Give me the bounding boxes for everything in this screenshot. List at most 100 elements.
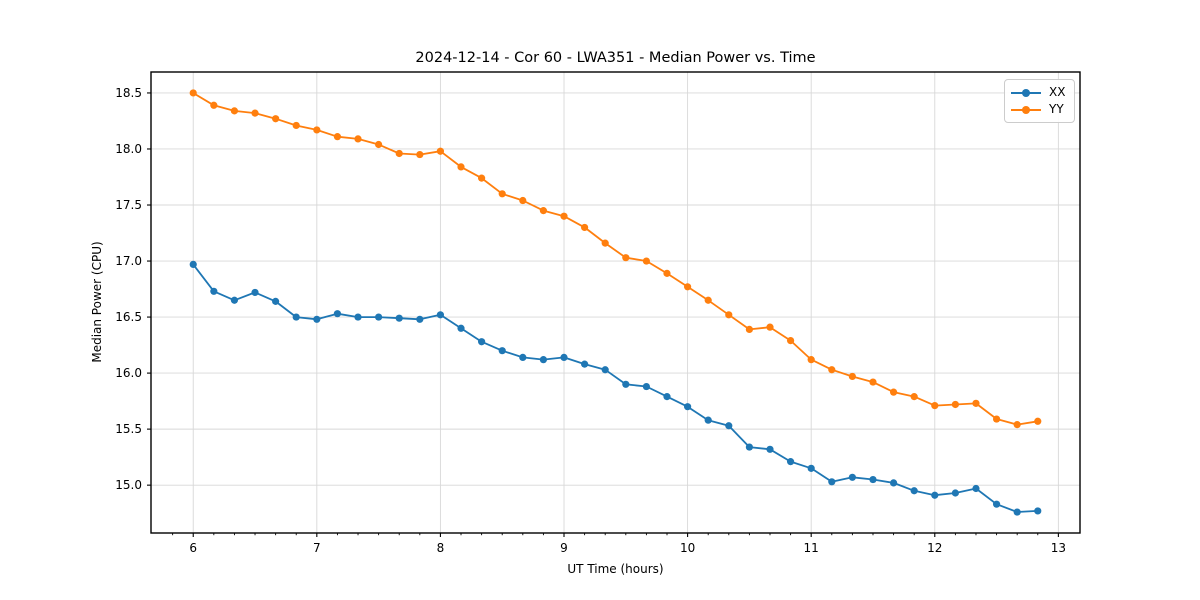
x-tick-label: 6 <box>189 541 197 555</box>
data-point-xx <box>807 464 815 472</box>
data-point-xx <box>786 458 795 466</box>
data-point-yy <box>642 257 651 265</box>
x-tick-label: 9 <box>560 541 568 555</box>
data-point-yy <box>828 366 836 374</box>
data-point-xx <box>210 287 218 295</box>
data-point-yy <box>663 269 671 277</box>
legend-line-marker-xx-icon <box>1011 84 1041 101</box>
data-point-xx <box>292 313 300 321</box>
data-point-xx <box>622 380 630 388</box>
data-point-xx <box>889 479 898 487</box>
data-point-xx <box>478 338 486 346</box>
data-point-yy <box>354 135 362 143</box>
data-point-xx <box>230 296 239 304</box>
data-point-yy <box>910 393 918 401</box>
x-tick-label: 7 <box>313 541 321 555</box>
data-point-yy <box>683 283 692 291</box>
y-tick-label: 15.0 <box>115 478 142 492</box>
data-point-xx <box>828 478 836 486</box>
data-point-xx <box>1034 507 1042 515</box>
x-tick-label: 11 <box>804 541 819 555</box>
plot-border <box>150 71 1081 534</box>
x-tick-label: 12 <box>927 541 942 555</box>
data-point-xx <box>848 473 856 481</box>
data-point-yy <box>436 147 445 155</box>
legend-dot-yy <box>1022 105 1030 114</box>
data-point-yy <box>230 107 239 115</box>
data-point-yy <box>889 388 898 396</box>
data-point-yy <box>601 239 609 247</box>
y-tick-label: 18.0 <box>115 142 142 156</box>
data-point-xx <box>910 487 918 495</box>
data-point-yy <box>1013 421 1021 429</box>
y-tick-label: 17.0 <box>115 254 142 268</box>
legend: XX YY <box>1004 79 1075 123</box>
data-point-xx <box>745 443 753 451</box>
series-line-xx <box>192 263 1039 513</box>
legend-label-yy: YY <box>1049 102 1064 116</box>
data-point-xx <box>519 353 527 362</box>
data-point-yy <box>189 89 197 97</box>
data-point-xx <box>869 475 877 484</box>
data-point-yy <box>333 133 342 141</box>
data-point-yy <box>725 311 733 319</box>
y-axis-label: Median Power (CPU) <box>90 241 104 363</box>
data-point-xx <box>704 416 712 424</box>
chart-title: 2024-12-14 - Cor 60 - LWA351 - Median Po… <box>415 50 816 66</box>
data-point-yy <box>292 121 300 130</box>
data-point-xx <box>498 347 506 355</box>
data-point-xx <box>333 310 342 318</box>
data-point-xx <box>416 315 424 323</box>
legend-dot-xx <box>1022 88 1030 97</box>
y-tick-label: 17.5 <box>115 198 142 212</box>
data-point-yy <box>766 323 774 331</box>
data-point-yy <box>498 190 506 198</box>
data-point-yy <box>622 254 630 262</box>
data-point-xx <box>683 403 692 411</box>
data-point-xx <box>395 314 403 322</box>
data-point-yy <box>395 149 403 158</box>
data-point-xx <box>601 366 609 374</box>
series-line-yy <box>192 92 1039 426</box>
data-point-yy <box>931 401 939 410</box>
x-tick-label: 8 <box>437 541 445 555</box>
data-point-xx <box>663 393 671 401</box>
data-point-yy <box>519 196 527 205</box>
data-point-yy <box>704 296 712 304</box>
data-point-xx <box>354 313 362 321</box>
data-point-yy <box>539 207 548 215</box>
data-point-xx <box>436 311 445 319</box>
legend-entry-yy: YY <box>1011 101 1068 118</box>
data-point-xx <box>972 484 980 493</box>
data-point-xx <box>951 489 959 497</box>
data-point-yy <box>210 101 218 109</box>
legend-label-xx: XX <box>1049 85 1066 99</box>
data-point-yy <box>375 140 383 149</box>
data-point-yy <box>1034 417 1042 425</box>
data-point-yy <box>251 109 259 117</box>
data-point-xx <box>457 324 465 332</box>
data-point-xx <box>725 422 733 430</box>
data-point-yy <box>581 223 589 232</box>
data-point-yy <box>786 336 795 345</box>
data-point-xx <box>313 315 321 323</box>
data-point-xx <box>642 382 651 391</box>
data-point-yy <box>972 399 980 407</box>
data-point-yy <box>745 325 753 333</box>
data-point-xx <box>766 445 774 453</box>
data-point-xx <box>992 500 1001 508</box>
data-point-xx <box>539 356 548 364</box>
data-point-xx <box>189 260 197 269</box>
data-point-yy <box>457 163 465 171</box>
data-point-yy <box>992 415 1001 423</box>
data-point-xx <box>272 297 280 305</box>
y-tick-label: 15.5 <box>115 422 142 436</box>
data-point-xx <box>251 288 259 297</box>
data-point-yy <box>478 174 486 182</box>
x-axis-label: UT Time (hours) <box>567 562 664 576</box>
data-point-xx <box>1013 508 1021 516</box>
data-point-yy <box>807 356 815 364</box>
data-point-yy <box>848 372 856 381</box>
data-point-xx <box>581 360 589 368</box>
